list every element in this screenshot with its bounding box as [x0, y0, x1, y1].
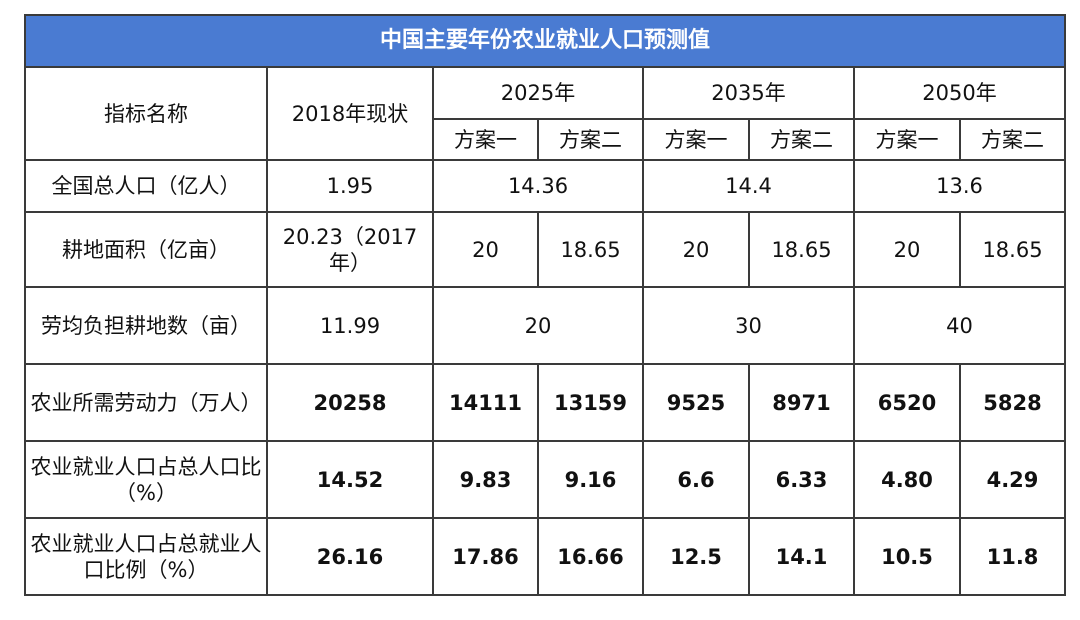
cell-2035-plan2: 6.33 [748, 440, 855, 519]
row-label: 农业所需劳动力（万人） [24, 363, 268, 442]
header-year-2025: 2025年 [432, 66, 644, 120]
cell-2050-plan1: 10.5 [853, 517, 961, 596]
header-2025-plan2: 方案二 [537, 118, 644, 161]
cell-2018: 11.99 [266, 286, 434, 365]
cell-2035-plan1: 20 [642, 211, 750, 288]
cell-2050-plan1: 4.80 [853, 440, 961, 519]
row-label: 耕地面积（亿亩） [24, 211, 268, 288]
cell-2025-plan2: 13159 [537, 363, 644, 442]
cell-2035-plan1: 9525 [642, 363, 750, 442]
header-2050-plan2: 方案二 [958, 118, 1067, 161]
header-year-2035: 2035年 [642, 66, 855, 120]
cell-2025-plan1: 20 [432, 211, 539, 288]
table-row: 劳均负担耕地数（亩） 11.99 20 30 40 [24, 286, 1067, 365]
cell-2050-plan2: 11.8 [958, 517, 1067, 596]
cell-2035-plan2: 18.65 [748, 211, 855, 288]
row-label: 农业就业人口占总人口比（%） [24, 440, 268, 519]
table-title: 中国主要年份农业就业人口预测值 [23, 14, 1067, 68]
cell-2050-plan2: 5828 [958, 363, 1067, 442]
cell-2025-plan2: 16.66 [537, 517, 644, 596]
cell-2025: 20 [432, 286, 644, 365]
table-row: 全国总人口（亿人） 1.95 14.36 14.4 13.6 [24, 159, 1067, 213]
header-2050-plan1: 方案一 [853, 118, 961, 161]
header-2018-status: 2018年现状 [266, 66, 434, 161]
cell-2050: 40 [852, 286, 1067, 365]
cell-2035-plan1: 6.6 [642, 440, 750, 519]
cell-2018: 20258 [266, 363, 434, 442]
cell-2018: 20.23（2017年） [266, 211, 434, 288]
header-2035-plan2: 方案二 [748, 118, 855, 161]
cell-2025-plan1: 17.86 [432, 517, 539, 596]
table-row: 农业就业人口占总人口比（%） 14.52 9.83 9.16 6.6 6.33 … [24, 440, 1067, 519]
header-year-2050: 2050年 [852, 66, 1067, 120]
table-row: 农业就业人口占总就业人口比例（%） 26.16 17.86 16.66 12.5… [24, 517, 1067, 596]
cell-2025-plan2: 9.16 [537, 440, 644, 519]
row-label: 全国总人口（亿人） [24, 159, 268, 213]
header-2025-plan1: 方案一 [432, 118, 539, 161]
cell-2025-plan1: 9.83 [432, 440, 539, 519]
cell-2035-plan1: 12.5 [642, 517, 750, 596]
cell-2035-plan2: 14.1 [748, 517, 855, 596]
cell-2050-plan2: 4.29 [958, 440, 1067, 519]
forecast-table-container: 中国主要年份农业就业人口预测值 指标名称 2018年现状 2025年 2035年… [23, 14, 1067, 596]
cell-2018: 26.16 [266, 517, 434, 596]
cell-2025-plan2: 18.65 [537, 211, 644, 288]
cell-2035: 30 [642, 286, 855, 365]
table-row: 耕地面积（亿亩） 20.23（2017年） 20 18.65 20 18.65 … [24, 211, 1067, 288]
cell-2050-plan2: 18.65 [958, 211, 1067, 288]
header-indicator: 指标名称 [24, 66, 268, 161]
cell-2050-plan1: 20 [853, 211, 961, 288]
cell-2018: 1.95 [266, 159, 434, 213]
row-label: 劳均负担耕地数（亩） [24, 286, 268, 365]
cell-2035-plan2: 8971 [748, 363, 855, 442]
cell-2050-plan1: 6520 [853, 363, 961, 442]
forecast-table: 中国主要年份农业就业人口预测值 指标名称 2018年现状 2025年 2035年… [23, 14, 1067, 596]
cell-2035: 14.4 [642, 159, 855, 213]
row-label: 农业就业人口占总就业人口比例（%） [24, 517, 268, 596]
cell-2018: 14.52 [266, 440, 434, 519]
table-row: 农业所需劳动力（万人） 20258 14111 13159 9525 8971 … [24, 363, 1067, 442]
cell-2025-plan1: 14111 [432, 363, 539, 442]
cell-2025: 14.36 [432, 159, 644, 213]
cell-2050: 13.6 [852, 159, 1067, 213]
header-2035-plan1: 方案一 [642, 118, 750, 161]
